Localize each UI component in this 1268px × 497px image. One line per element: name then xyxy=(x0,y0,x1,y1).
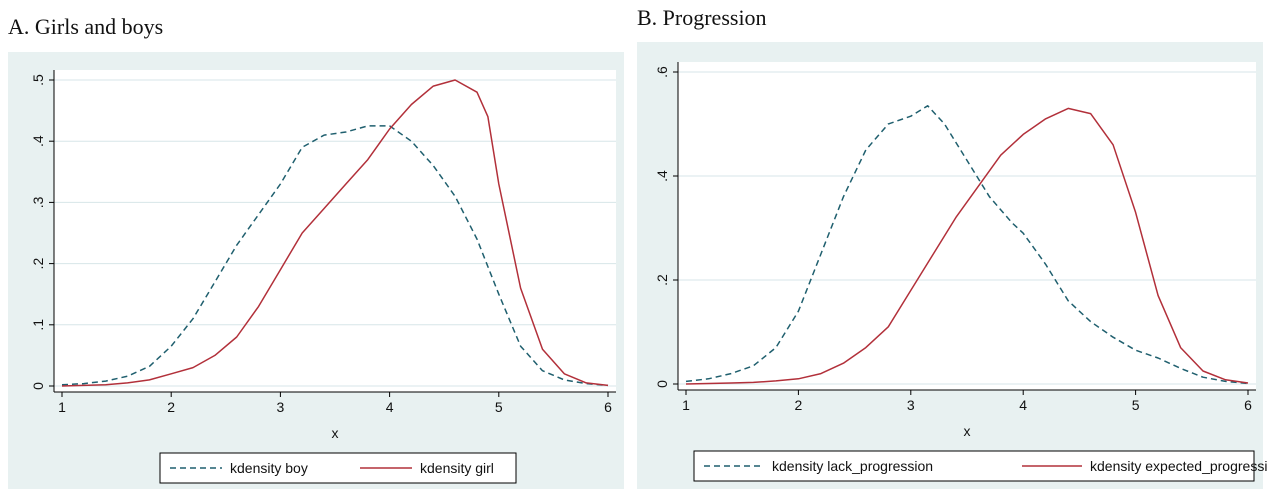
series-line xyxy=(61,79,609,387)
panel-b-title: B. Progression xyxy=(637,5,767,30)
legend: kdensity boy kdensity girl xyxy=(159,452,517,484)
legend-box xyxy=(159,452,517,484)
legend-box xyxy=(693,450,1255,482)
panel-a-title: A. Girls and boys xyxy=(8,14,164,39)
plot-area xyxy=(54,70,616,392)
x-tick-label: 3 xyxy=(277,399,285,415)
x-tick-label: 3 xyxy=(907,397,915,413)
x-tick-label: 5 xyxy=(1132,397,1140,413)
x-tick-label: 2 xyxy=(167,399,175,415)
y-tick-label: .4 xyxy=(30,135,46,147)
x-axis-title: x xyxy=(332,425,339,441)
x-tick-label: 6 xyxy=(604,399,612,415)
x-tick-label: 1 xyxy=(58,399,66,415)
y-tick-label: .4 xyxy=(654,170,670,182)
chart-a: 0 .1 .2 .3 .4 .5 1 2 3 4 5 6 x kdensity boy kdensity g… xyxy=(8,52,624,489)
y-tick-label: .3 xyxy=(30,196,46,208)
x-tick-label: 4 xyxy=(386,399,394,415)
y-tick-label: 0 xyxy=(30,382,46,390)
plot-area xyxy=(678,62,1256,390)
y-tick-label: .2 xyxy=(30,258,46,270)
x-tick-label: 4 xyxy=(1019,397,1027,413)
series-line xyxy=(685,105,1249,385)
x-tick-label: 2 xyxy=(795,397,803,413)
y-tick-label: .5 xyxy=(30,74,46,86)
series-line xyxy=(685,107,1249,385)
x-tick-label: 6 xyxy=(1244,397,1252,413)
y-tick-label: .6 xyxy=(654,66,670,78)
x-tick-label: 5 xyxy=(495,399,503,415)
y-tick-label: .2 xyxy=(654,274,670,286)
legend-label: kdensity lack_progression xyxy=(772,458,933,474)
legend: kdensity lack_progression kdensity expect… xyxy=(693,450,1268,482)
y-tick-label: .1 xyxy=(30,319,46,331)
x-tick-label: 1 xyxy=(682,397,690,413)
legend-label: kdensity boy xyxy=(230,460,308,476)
series-line xyxy=(61,125,609,387)
y-tick-label: 0 xyxy=(654,380,670,388)
legend-label: kdensity girl xyxy=(420,460,494,476)
x-axis-title: x xyxy=(964,423,971,439)
legend-label: kdensity expected_progression xyxy=(1090,458,1268,474)
